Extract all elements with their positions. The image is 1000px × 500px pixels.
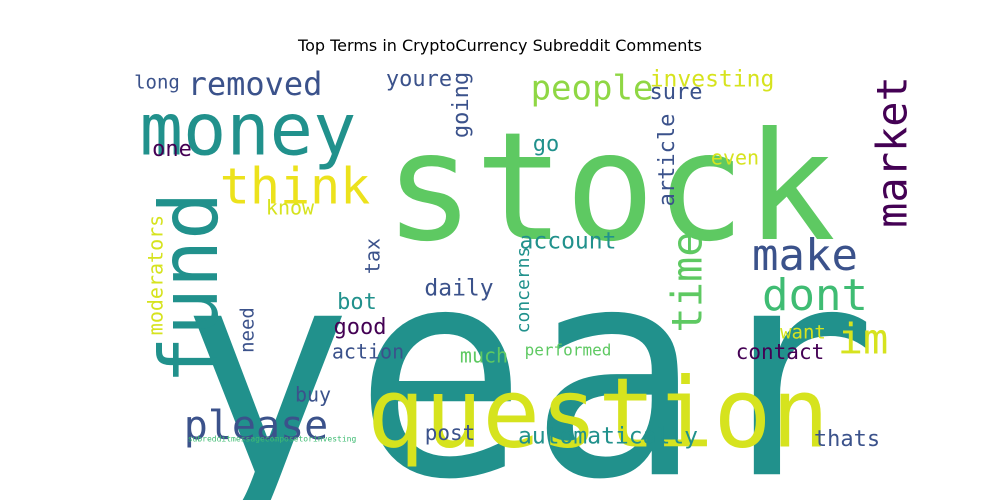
word-people: people	[531, 69, 654, 109]
word-contact: contact	[736, 340, 825, 364]
word-dont: dont	[762, 270, 868, 321]
word-concerns: concerns	[513, 247, 534, 334]
word-moderators: moderators	[144, 215, 168, 335]
word-please: please	[184, 403, 329, 449]
word-question: question	[367, 357, 829, 469]
word-stock: stock	[384, 101, 836, 275]
word-removed: removed	[188, 65, 323, 103]
word-buy: buy	[295, 383, 331, 407]
word-money: money	[140, 88, 357, 172]
word-bot: bot	[337, 290, 377, 315]
word-time: time	[663, 231, 712, 332]
word-make: make	[752, 230, 858, 281]
word-youre: youre	[386, 67, 452, 92]
word-much: much	[460, 344, 508, 368]
word-im: im	[838, 315, 889, 364]
word-fund: fund	[143, 192, 236, 385]
word-need: need	[237, 307, 259, 353]
word-think: think	[220, 158, 371, 216]
word-know: know	[266, 196, 315, 220]
word-want: want	[780, 322, 826, 344]
word-year: year	[179, 206, 877, 500]
word-go: go	[533, 132, 560, 157]
word-long: long	[134, 72, 180, 94]
word-even: even	[711, 146, 759, 170]
word-thats: thats	[814, 427, 880, 452]
word-sure: sure	[650, 80, 703, 105]
chart-title: Top Terms in CryptoCurrency Subreddit Co…	[298, 36, 702, 55]
word-subredditmessagecomposetorinvesting: subredditmessagecomposetorinvesting	[188, 435, 357, 444]
word-article: article	[655, 114, 680, 207]
word-post: post	[425, 421, 476, 445]
word-good: good	[334, 315, 387, 340]
word-daily: daily	[424, 276, 493, 302]
word-action: action	[332, 340, 404, 364]
word-automatically: automatically	[518, 424, 698, 450]
word-market: market	[868, 76, 917, 228]
word-tax: tax	[361, 238, 385, 274]
word-account: account	[520, 229, 617, 255]
word-going: going	[449, 72, 474, 138]
word-investing: investing	[650, 67, 775, 93]
word-performed: performed	[525, 341, 612, 360]
word-one: one	[152, 137, 192, 162]
